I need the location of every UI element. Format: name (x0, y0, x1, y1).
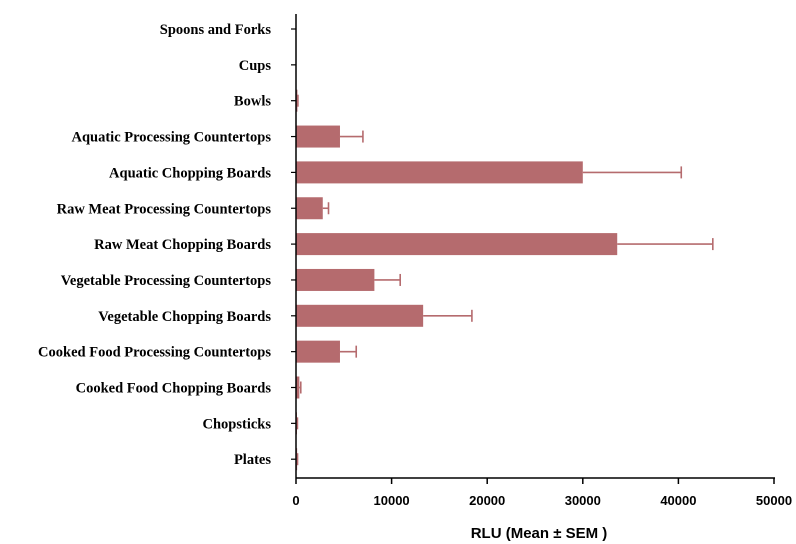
bar (296, 161, 583, 184)
error-bar (423, 309, 473, 322)
category-label: Cups (239, 58, 272, 74)
error-bar (582, 166, 683, 179)
x-tick-label: 40000 (660, 493, 696, 508)
category-label: Cooked Food Chopping Boards (76, 381, 272, 397)
category-label: Spoons and Forks (160, 22, 272, 38)
x-tick-label: 0 (292, 493, 299, 508)
error-bar (617, 238, 714, 251)
error-bars-layer (296, 94, 714, 466)
error-bar (374, 273, 402, 286)
axes-layer (295, 14, 775, 479)
x-tick-label: 10000 (374, 493, 410, 508)
x-tick-label: 30000 (565, 493, 601, 508)
x-tick-label: 50000 (756, 493, 792, 508)
category-label: Plates (234, 452, 271, 468)
category-labels-layer: Spoons and Forks Cups Bowls Aquatic Process… (38, 22, 271, 468)
error-bar (339, 345, 358, 358)
category-label: Raw Meat Processing Countertops (57, 201, 272, 217)
category-label: Vegetable Chopping Boards (98, 309, 271, 325)
error-bar (299, 381, 302, 394)
bar (296, 125, 340, 148)
bar (296, 268, 375, 291)
bar (296, 304, 424, 327)
error-bar (339, 130, 364, 143)
category-label: Aquatic Chopping Boards (109, 165, 271, 181)
bar (296, 197, 323, 220)
x-ticks-layer: 0 10000 20000 30000 40000 50000 (291, 28, 792, 508)
category-label: Cooked Food Processing Countertops (38, 345, 271, 361)
x-tick-label: 20000 (469, 493, 505, 508)
category-label: Vegetable Processing Countertops (61, 273, 272, 289)
category-label: Chopsticks (203, 416, 272, 432)
category-label: Bowls (234, 94, 271, 110)
category-label: Aquatic Processing Countertops (71, 130, 271, 146)
bar (296, 340, 340, 363)
bars-layer (296, 18, 618, 471)
category-label: Raw Meat Chopping Boards (94, 237, 271, 253)
error-bar (322, 202, 330, 215)
bar (296, 233, 618, 256)
bar (296, 376, 300, 399)
x-axis-title: RLU (Mean ± SEM ) (471, 525, 608, 542)
